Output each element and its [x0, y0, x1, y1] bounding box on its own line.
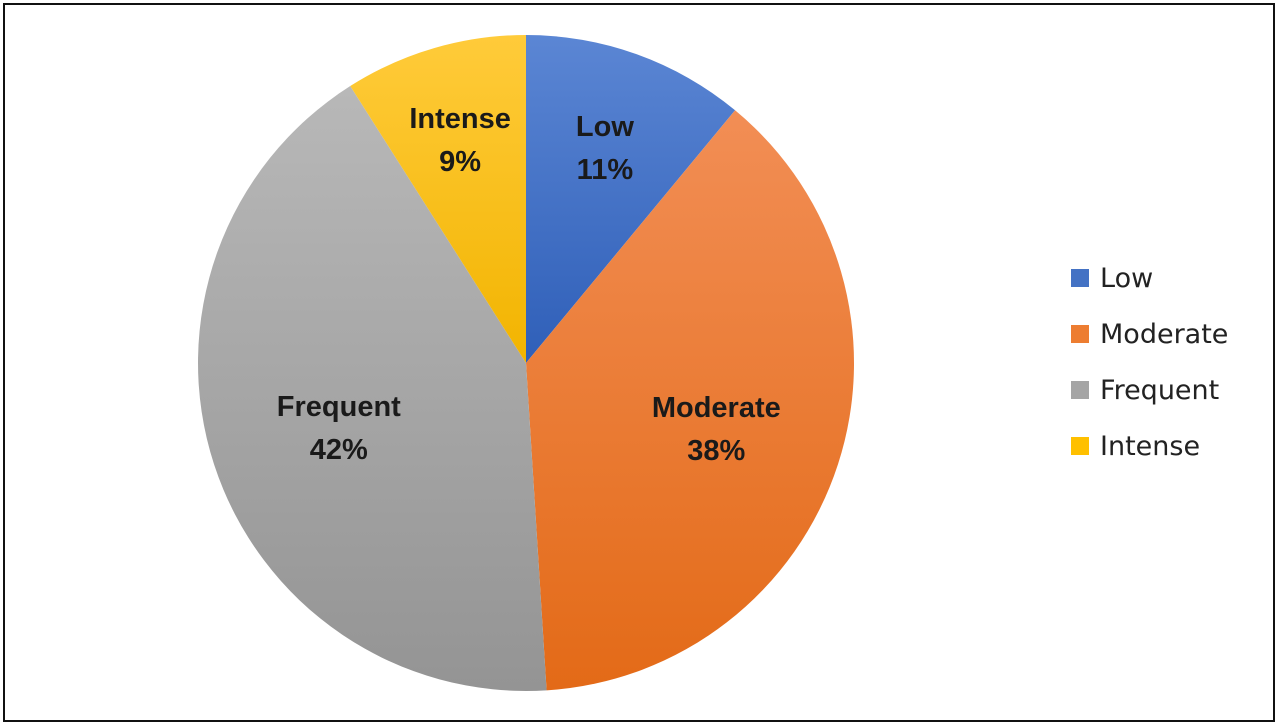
legend-swatch-intense [1071, 437, 1089, 455]
legend: Low Moderate Frequent Intense [1071, 250, 1228, 474]
legend-swatch-low [1071, 269, 1089, 287]
pie-slice-frequent [198, 86, 547, 691]
legend-label-low: Low [1100, 262, 1154, 294]
slice-category-label-moderate: Moderate [652, 392, 781, 424]
pie-data-labels: Low 11% Moderate 38% Frequent 42% Intense 9% [277, 103, 781, 467]
pie-slice-low [526, 35, 736, 363]
slice-percent-label-moderate: 38% [687, 435, 745, 467]
legend-item-frequent: Frequent [1071, 362, 1228, 418]
pie-slice-intense [350, 35, 526, 363]
legend-item-low: Low [1071, 250, 1228, 306]
legend-item-intense: Intense [1071, 418, 1228, 474]
slice-category-label-frequent: Frequent [277, 391, 401, 423]
legend-label-moderate: Moderate [1100, 318, 1229, 350]
slice-percent-label-low: 11% [577, 154, 634, 186]
slice-percent-label-intense: 9% [439, 146, 481, 178]
slice-category-label-low: Low [576, 111, 634, 143]
pie-slices [198, 35, 855, 691]
legend-label-intense: Intense [1100, 430, 1201, 462]
pie-slice-moderate [526, 110, 855, 691]
slice-category-label-intense: Intense [409, 103, 511, 135]
slice-percent-label-frequent: 42% [310, 434, 368, 466]
legend-swatch-moderate [1071, 325, 1089, 343]
legend-label-frequent: Frequent [1100, 374, 1220, 406]
legend-item-moderate: Moderate [1071, 306, 1228, 362]
legend-swatch-frequent [1071, 381, 1089, 399]
